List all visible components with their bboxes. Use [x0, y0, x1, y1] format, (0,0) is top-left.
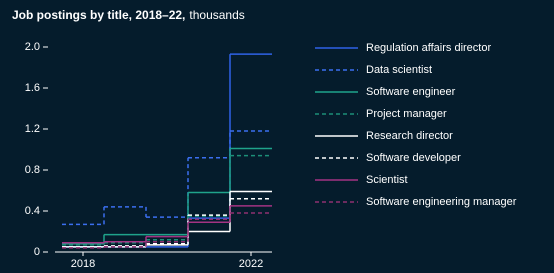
- y-tick-label: 1.2: [25, 123, 40, 135]
- y-tick-label: 0.4: [25, 205, 40, 217]
- chart-title: Job postings by title, 2018–22,: [12, 8, 185, 22]
- legend-label: Regulation affairs director: [366, 42, 491, 54]
- x-tick-label: 2018: [71, 258, 95, 270]
- y-tick-label: 0: [34, 246, 40, 258]
- y-tick-label: 1.6: [25, 82, 40, 94]
- legend-label: Software engineer: [366, 86, 456, 98]
- y-tick-label: 0.8: [25, 164, 40, 176]
- legend-label: Software developer: [366, 152, 461, 164]
- chart-subtitle: thousands: [189, 8, 244, 22]
- x-tick-label: 2022: [239, 258, 263, 270]
- legend-label: Software engineering manager: [366, 196, 517, 208]
- y-tick-label: 2.0: [25, 41, 40, 53]
- legend-label: Project manager: [366, 108, 447, 120]
- legend-label: Data scientist: [366, 64, 432, 76]
- legend-label: Research director: [366, 130, 453, 142]
- legend-label: Scientist: [366, 174, 408, 186]
